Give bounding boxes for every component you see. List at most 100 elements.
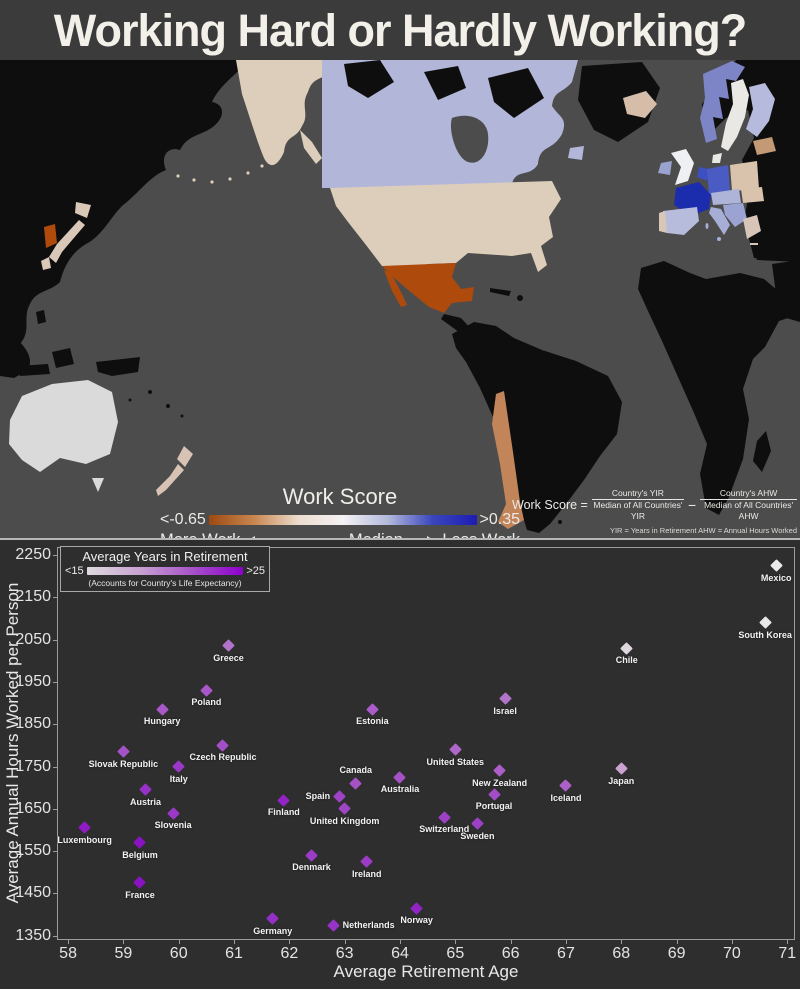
map-region-alaska-panhandle	[300, 130, 322, 164]
scatter-country-label: Greece	[213, 652, 244, 663]
scatter-country-label: Finland	[267, 807, 300, 818]
map-region-usa	[330, 181, 561, 274]
x-tick-label: 64	[391, 945, 409, 962]
map-region-alaska	[236, 60, 332, 166]
x-tick-mark	[68, 940, 70, 944]
map-region-australia	[9, 380, 118, 472]
y-tick-label: 2250	[15, 546, 51, 564]
scatter-country-label: Chile	[615, 655, 638, 666]
map-region-no-data-seasia	[0, 310, 31, 378]
scatter-country-label: France	[125, 889, 155, 900]
map-region-baltics	[753, 137, 776, 155]
map-aleutian-island	[176, 174, 180, 178]
y-tick-label: 1850	[15, 715, 51, 733]
map-arctic-island	[424, 66, 466, 100]
scatter-country-label: Norway	[400, 915, 433, 926]
map-region-baja	[384, 270, 407, 307]
formula-denominator-ahw: Median of All Countries' AHW	[700, 499, 797, 522]
map-region-no-data-europe-east	[702, 60, 800, 260]
x-tick-label: 59	[114, 945, 133, 962]
map-region-japan	[41, 257, 51, 270]
scatter-country-label: Portugal	[475, 801, 513, 812]
map-island	[180, 414, 184, 418]
map-region-chile	[492, 391, 524, 529]
x-tick-label: 68	[612, 945, 631, 962]
y-tick-label: 1750	[15, 757, 51, 775]
map-region-sicily	[717, 237, 721, 241]
map-region-south-korea	[44, 224, 57, 248]
scatter-country-label: Mexico	[760, 572, 792, 583]
x-tick-label: 63	[335, 945, 354, 962]
map-region-no-data-borneo	[52, 348, 74, 368]
map-region-balkans	[723, 203, 747, 227]
map-region-benelux	[697, 167, 709, 181]
x-tick-mark	[455, 940, 457, 944]
map-region-france	[674, 182, 711, 216]
scatter-country-label: Spain	[305, 791, 331, 802]
y-tick-label: 1450	[15, 884, 51, 902]
map-region-portugal	[659, 211, 667, 233]
y-tick-mark	[53, 851, 57, 853]
x-axis-title: Average Retirement Age	[333, 962, 519, 981]
scatter-country-label: Australia	[380, 784, 420, 795]
map-region-japan	[49, 220, 85, 263]
formula-fraction-yir: Country's YIR Median of All Countries' Y…	[591, 488, 684, 522]
y-tick-mark	[53, 597, 57, 599]
formula-denominator-yir: Median of All Countries' YIR	[591, 499, 684, 521]
map-region-finland	[746, 83, 775, 137]
work-score-formula: Work Score = Country's YIR Median of All…	[512, 488, 797, 535]
x-tick-label: 67	[557, 945, 575, 962]
retirement-years-max-label: >25	[246, 565, 265, 577]
map-aleutian-island	[192, 178, 196, 182]
map-region-sweden	[721, 79, 749, 151]
map-region-poland	[730, 161, 759, 191]
map-region-germany	[707, 165, 730, 195]
x-tick-label: 66	[501, 945, 520, 962]
map-region-central-europe	[711, 189, 741, 205]
scatter-country-label: Slovak Republic	[88, 758, 159, 769]
y-tick-mark	[53, 555, 57, 557]
scatter-section: Average Years in Retirement <15 >25 (Acc…	[0, 538, 800, 989]
scatter-country-label: Denmark	[292, 862, 331, 873]
x-tick-label: 70	[723, 945, 741, 962]
map-region-denmark	[712, 153, 722, 163]
y-tick-mark	[53, 893, 57, 895]
map-region-tasmania	[92, 478, 104, 492]
scatter-country-label: United Kingdom	[309, 815, 380, 826]
x-tick-mark	[787, 940, 789, 944]
work-score-max-label: >0.35	[479, 511, 520, 528]
map-region-mexico	[382, 263, 474, 313]
scatter-country-label: South Korea	[738, 629, 792, 640]
scatter-country-label: Austria	[130, 796, 162, 807]
formula-minus-sign: −	[688, 497, 697, 513]
x-tick-label: 61	[225, 945, 243, 962]
map-region-japan	[75, 202, 91, 218]
scatter-country-label: Israel	[493, 705, 517, 716]
work-score-gradient-bar	[208, 515, 477, 525]
y-axis-title: Average Annual Hours Worked per Person	[3, 582, 22, 904]
scatter-country-label: Germany	[253, 925, 293, 936]
y-tick-mark	[53, 808, 57, 810]
x-tick-mark	[123, 940, 125, 944]
scatter-country-label: United States	[426, 756, 485, 767]
map-region-romania	[741, 187, 764, 203]
map-aleutian-island	[228, 177, 232, 181]
x-tick-label: 58	[59, 945, 77, 962]
y-tick-mark	[53, 639, 57, 641]
world-map	[0, 60, 800, 538]
retirement-years-min-label: <15	[65, 565, 84, 577]
map-island	[558, 520, 562, 524]
y-tick-mark	[53, 724, 57, 726]
map-region-no-data-sakhalin	[88, 172, 97, 202]
map-region-arabia	[772, 260, 800, 322]
scatter-country-label: Luxembourg	[57, 834, 112, 845]
map-region-cuba	[490, 288, 511, 296]
scatter-country-label: Japan	[608, 775, 635, 786]
x-tick-mark	[621, 940, 623, 944]
x-tick-mark	[234, 940, 236, 944]
map-arctic-island	[488, 68, 544, 118]
scatter-plot-frame	[57, 547, 795, 940]
scatter-country-label: Belgium	[122, 849, 158, 860]
map-region-south-america	[452, 322, 622, 533]
